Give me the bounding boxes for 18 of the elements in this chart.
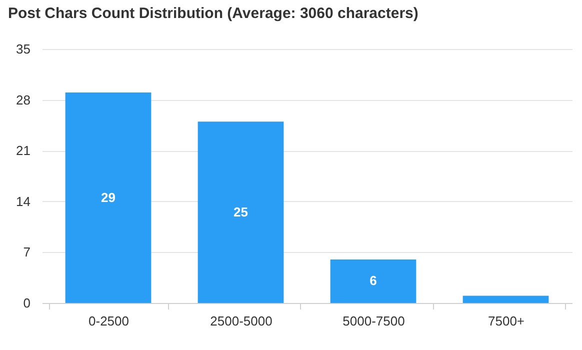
bar: [462, 296, 549, 303]
chart-title: Post Chars Count Distribution (Average: 3060 characters): [8, 5, 418, 22]
x-tick-label: 5000-7500: [342, 314, 405, 328]
bar: [330, 259, 416, 303]
data-label: 6: [370, 273, 377, 288]
y-tick-label: 35: [16, 42, 30, 56]
data-label: 29: [101, 190, 116, 205]
x-tick-label: 0-2500: [88, 314, 129, 328]
x-tick-label: 2500-5000: [210, 314, 272, 328]
y-tick-label: 14: [16, 194, 30, 209]
bar: [198, 122, 284, 303]
y-tick-label: 21: [16, 143, 30, 158]
x-tick-label: 7500+: [488, 314, 525, 328]
bar: [65, 92, 152, 303]
y-tick-label: 7: [23, 244, 30, 260]
y-tick-label: 0: [23, 296, 30, 310]
data-label: 25: [234, 204, 248, 220]
y-tick-label: 28: [16, 92, 30, 108]
